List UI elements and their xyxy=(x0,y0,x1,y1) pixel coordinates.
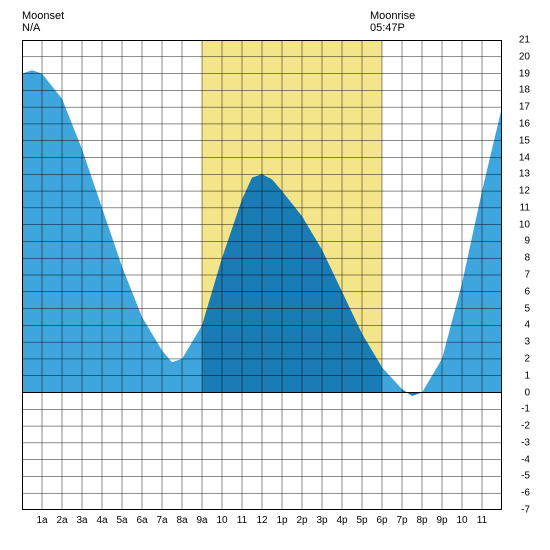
moonset-block: Moonset N/A xyxy=(22,10,64,34)
x-axis: 1a 2a 3a 4a 5a 6a 7a 8a 9a 10 11 12 1p 2p 3p 4p 5p 6p 7p 8p… xyxy=(22,510,502,530)
tide-svg xyxy=(22,40,502,510)
y-tick: -6 xyxy=(506,488,530,499)
y-tick: -4 xyxy=(506,454,530,465)
x-tick: 8p xyxy=(416,515,427,526)
y-tick: 18 xyxy=(506,85,530,96)
y-axis: -7-6-5-4-3-2-101234567891011121314151617… xyxy=(506,40,530,510)
x-tick: 11 xyxy=(237,515,247,526)
x-tick: 4p xyxy=(336,515,347,526)
y-tick: 6 xyxy=(506,286,530,297)
y-tick: 12 xyxy=(506,186,530,197)
x-tick: 10 xyxy=(216,515,227,526)
x-tick: 3p xyxy=(316,515,327,526)
y-tick: -3 xyxy=(506,437,530,448)
y-tick: 10 xyxy=(506,219,530,230)
x-tick: 2a xyxy=(56,515,67,526)
y-tick: 5 xyxy=(506,303,530,314)
y-tick: 8 xyxy=(506,253,530,264)
moonrise-label: Moonrise xyxy=(370,10,415,22)
x-tick: 9a xyxy=(196,515,207,526)
moonset-label: Moonset xyxy=(22,10,64,22)
y-tick: 17 xyxy=(506,102,530,113)
y-tick: -7 xyxy=(506,505,530,516)
x-tick: 5a xyxy=(116,515,127,526)
x-tick: 7p xyxy=(396,515,407,526)
y-tick: 9 xyxy=(506,236,530,247)
moonrise-block: Moonrise 05:47P xyxy=(370,10,415,34)
x-tick: 2p xyxy=(296,515,307,526)
y-tick: 19 xyxy=(506,68,530,79)
y-tick: 16 xyxy=(506,118,530,129)
moonrise-value: 05:47P xyxy=(370,22,415,34)
y-tick: 21 xyxy=(506,35,530,46)
x-tick: 12 xyxy=(256,515,267,526)
y-tick: 13 xyxy=(506,169,530,180)
plot-area: -7-6-5-4-3-2-101234567891011121314151617… xyxy=(22,40,502,510)
y-tick: 4 xyxy=(506,320,530,331)
x-tick: 4a xyxy=(96,515,107,526)
y-tick: 11 xyxy=(506,202,530,213)
y-tick: 3 xyxy=(506,337,530,348)
x-tick: 1p xyxy=(276,515,287,526)
y-tick: 1 xyxy=(506,370,530,381)
y-tick: 2 xyxy=(506,353,530,364)
y-tick: 0 xyxy=(506,387,530,398)
x-tick: 8a xyxy=(176,515,187,526)
y-tick: 15 xyxy=(506,135,530,146)
x-tick: 3a xyxy=(76,515,87,526)
y-tick: 7 xyxy=(506,270,530,281)
y-tick: 20 xyxy=(506,51,530,62)
y-tick: -5 xyxy=(506,471,530,482)
chart-header: Moonset N/A Moonrise 05:47P xyxy=(10,10,490,40)
y-tick: -1 xyxy=(506,404,530,415)
tide-chart-container: Moonset N/A Moonrise 05:47P -7-6-5-4-3-2… xyxy=(10,10,540,540)
x-tick: 5p xyxy=(356,515,367,526)
x-tick: 10 xyxy=(456,515,467,526)
x-tick: 6p xyxy=(376,515,387,526)
x-tick: 9p xyxy=(436,515,447,526)
x-tick: 6a xyxy=(136,515,147,526)
x-tick: 1a xyxy=(36,515,47,526)
x-tick: 11 xyxy=(477,515,487,526)
x-tick: 7a xyxy=(156,515,167,526)
y-tick: -2 xyxy=(506,421,530,432)
moonset-value: N/A xyxy=(22,22,64,34)
y-tick: 14 xyxy=(506,152,530,163)
